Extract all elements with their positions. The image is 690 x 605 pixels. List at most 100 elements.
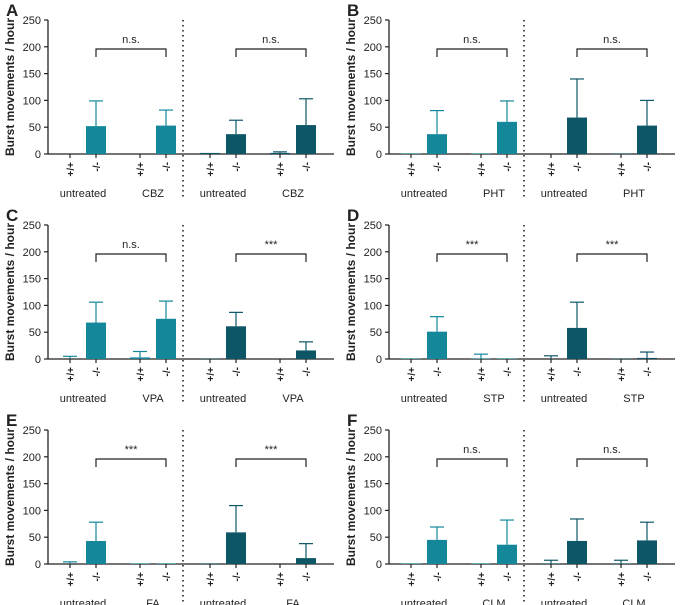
bar: [471, 563, 491, 564]
bar: [226, 326, 246, 359]
genotype-label: -/-: [302, 162, 313, 171]
y-tick-label: 150: [364, 479, 382, 491]
significance-bracket: [436, 458, 508, 467]
group-label: FA: [286, 598, 300, 605]
y-tick-label: 150: [364, 69, 382, 81]
group-label: STP: [623, 393, 644, 405]
genotype-label: +/+: [617, 572, 628, 587]
bar: [567, 540, 587, 564]
group-label: untreated: [200, 393, 246, 405]
panel-label: B: [347, 1, 359, 20]
genotype-label: -/-: [92, 367, 103, 376]
y-tick-label: 150: [23, 479, 41, 491]
group-label: untreated: [401, 188, 447, 200]
significance-bracket: [235, 458, 307, 467]
y-tick-label: 200: [364, 247, 382, 259]
genotype-label: +/+: [276, 162, 287, 177]
genotype-label: +/+: [547, 367, 558, 382]
group-label: PHT: [623, 188, 645, 200]
significance-bracket: [436, 48, 508, 57]
significance-bracket: [576, 458, 648, 467]
significance-label: ***: [466, 239, 480, 251]
y-tick-label: 100: [364, 300, 382, 312]
bar: [130, 357, 150, 359]
genotype-label: -/-: [302, 367, 313, 376]
genotype-label: +/+: [547, 572, 558, 587]
genotype-label: +/+: [407, 572, 418, 587]
y-axis-label: Burst movements / hour: [344, 223, 358, 361]
y-tick-label: 100: [364, 95, 382, 107]
bar: [296, 350, 316, 359]
genotype-label: +/+: [276, 367, 287, 382]
y-tick-label: 100: [23, 300, 41, 312]
y-axis-label: Burst movements / hour: [344, 18, 358, 156]
genotype-label: +/+: [206, 162, 217, 177]
group-label: untreated: [60, 598, 106, 605]
bar: [296, 558, 316, 564]
y-tick-label: 50: [370, 327, 382, 339]
genotype-label: +/+: [547, 162, 558, 177]
significance-label: n.s.: [262, 34, 280, 46]
bar: [497, 358, 517, 359]
bar: [497, 544, 517, 564]
significance-label: n.s.: [603, 444, 621, 456]
genotype-label: +/+: [136, 162, 147, 177]
genotype-label: -/-: [232, 367, 243, 376]
genotype-label: +/+: [617, 367, 628, 382]
y-tick-label: 250: [23, 425, 41, 437]
genotype-label: +/+: [617, 162, 628, 177]
group-label: VPA: [142, 393, 164, 405]
group-label: CLM: [622, 598, 645, 605]
y-tick-label: 200: [364, 42, 382, 54]
genotype-label: +/+: [66, 572, 77, 587]
y-tick-label: 150: [23, 274, 41, 286]
panel-label: C: [6, 206, 18, 225]
genotype-label: -/-: [433, 572, 444, 581]
y-tick-label: 50: [29, 122, 41, 134]
significance-bracket: [235, 48, 307, 57]
group-label: PHT: [483, 188, 505, 200]
y-tick-label: 50: [370, 532, 382, 544]
genotype-label: +/+: [477, 572, 488, 587]
genotype-label: -/-: [232, 572, 243, 581]
bar: [471, 358, 491, 359]
significance-label: n.s.: [122, 239, 140, 251]
bar: [200, 563, 220, 564]
bar: [637, 540, 657, 564]
panel-label: F: [347, 411, 357, 430]
y-tick-label: 0: [376, 354, 382, 366]
group-label: CBZ: [142, 188, 164, 200]
significance-label: ***: [606, 239, 620, 251]
y-tick-label: 50: [29, 327, 41, 339]
group-label: VPA: [282, 393, 304, 405]
bar: [86, 322, 106, 359]
significance-label: n.s.: [603, 34, 621, 46]
significance-bracket: [95, 48, 167, 57]
significance-label: n.s.: [463, 34, 481, 46]
y-tick-label: 150: [23, 69, 41, 81]
genotype-label: -/-: [573, 162, 584, 171]
y-tick-label: 250: [23, 220, 41, 232]
panel-label: A: [6, 1, 18, 20]
bar: [567, 117, 587, 154]
bar: [427, 134, 447, 154]
y-tick-label: 250: [364, 425, 382, 437]
bar: [156, 125, 176, 154]
bar: [156, 563, 176, 564]
bar: [637, 125, 657, 154]
y-tick-label: 150: [364, 274, 382, 286]
genotype-label: -/-: [232, 162, 243, 171]
significance-label: n.s.: [122, 34, 140, 46]
genotype-label: -/-: [92, 572, 103, 581]
y-tick-label: 200: [23, 42, 41, 54]
group-label: untreated: [401, 393, 447, 405]
group-label: untreated: [200, 188, 246, 200]
significance-label: ***: [265, 444, 279, 456]
significance-label: ***: [265, 239, 279, 251]
genotype-label: +/+: [136, 367, 147, 382]
